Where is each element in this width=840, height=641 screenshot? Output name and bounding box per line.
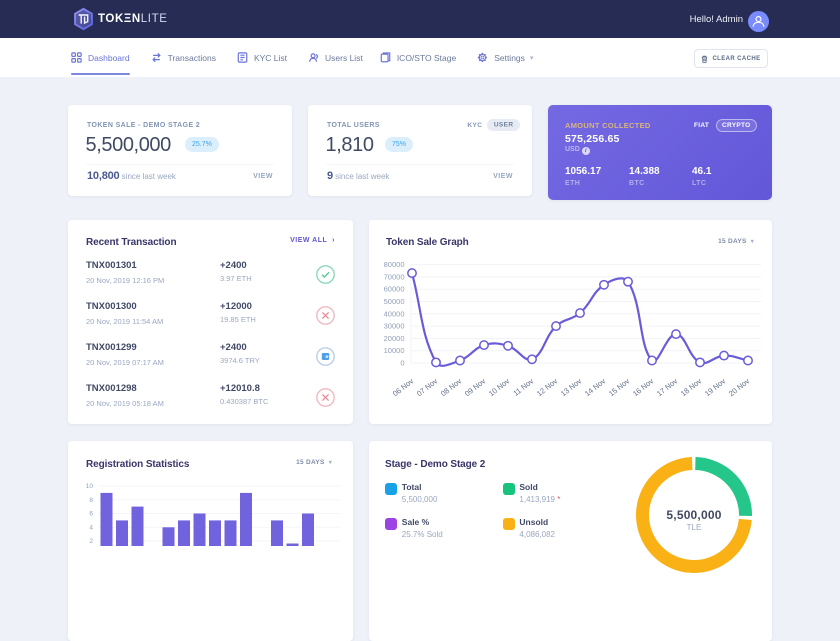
svg-text:13 Nov: 13 Nov	[559, 376, 583, 398]
svg-text:17 Nov: 17 Nov	[655, 376, 679, 398]
svg-text:0: 0	[400, 359, 404, 368]
svg-text:20 Nov: 20 Nov	[727, 376, 751, 398]
svg-text:10 Nov: 10 Nov	[487, 376, 511, 398]
svg-text:70000: 70000	[384, 272, 405, 281]
svg-text:14 Nov: 14 Nov	[583, 376, 607, 398]
svg-text:12 Nov: 12 Nov	[535, 376, 559, 398]
svg-text:2: 2	[89, 538, 93, 545]
svg-text:80000: 80000	[384, 260, 405, 269]
svg-text:08 Nov: 08 Nov	[439, 376, 463, 398]
svg-text:6: 6	[89, 511, 93, 518]
svg-text:09 Nov: 09 Nov	[463, 376, 487, 398]
svg-text:20000: 20000	[384, 334, 405, 343]
svg-text:30000: 30000	[384, 322, 405, 331]
svg-text:10000: 10000	[384, 346, 405, 355]
svg-text:11 Nov: 11 Nov	[511, 376, 535, 398]
svg-text:07 Nov: 07 Nov	[415, 376, 439, 398]
svg-text:18 Nov: 18 Nov	[679, 376, 703, 398]
svg-text:15 Nov: 15 Nov	[607, 376, 631, 398]
svg-text:19 Nov: 19 Nov	[703, 376, 727, 398]
svg-text:40000: 40000	[384, 309, 405, 318]
svg-text:50000: 50000	[384, 297, 405, 306]
svg-text:4: 4	[89, 525, 93, 532]
svg-text:06 Nov: 06 Nov	[391, 376, 415, 398]
svg-text:60000: 60000	[384, 285, 405, 294]
svg-text:16 Nov: 16 Nov	[631, 376, 655, 398]
svg-text:10: 10	[86, 483, 94, 490]
svg-text:8: 8	[89, 497, 93, 504]
